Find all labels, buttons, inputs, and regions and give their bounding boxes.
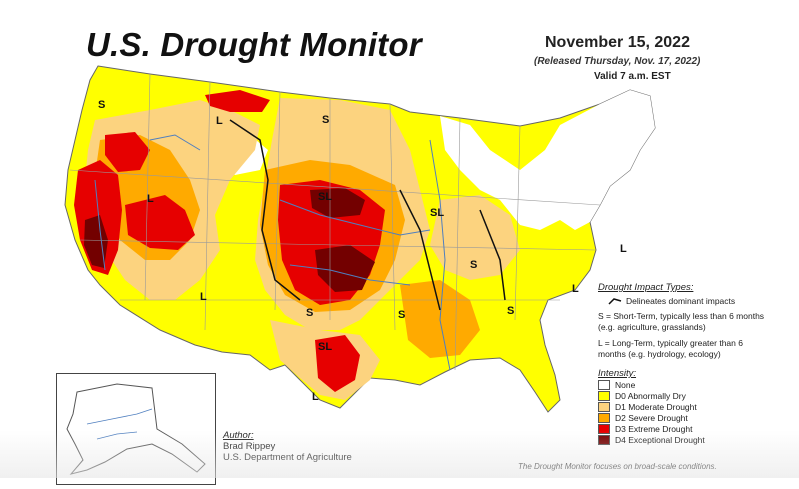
impact-label: S	[470, 259, 477, 271]
impact-label: S	[398, 309, 405, 321]
footnote: The Drought Monitor focuses on broad-sca…	[518, 462, 717, 471]
intensity-title: Intensity:	[598, 368, 637, 379]
short-term-note: S = Short-Term, typically less than 6 mo…	[598, 311, 765, 332]
swatch	[598, 412, 610, 423]
swatch	[598, 379, 610, 390]
map-title: U.S. Drought Monitor	[86, 26, 422, 63]
map-date: November 15, 2022	[545, 34, 690, 51]
alaska-map	[66, 383, 206, 475]
swatch	[598, 390, 610, 401]
impact-label: SL	[318, 341, 332, 353]
swatch	[598, 423, 610, 434]
alaska-shape	[66, 383, 206, 475]
region-d4-nebraska	[310, 188, 365, 218]
swatch	[598, 434, 610, 445]
author-name: Brad Rippey	[223, 441, 276, 452]
drought-map: S L S L SL SL S L L S S S L SL L	[64, 65, 656, 413]
impact-label: L	[147, 193, 154, 205]
impact-line-icon	[608, 298, 622, 305]
impact-label: SL	[430, 207, 444, 219]
intensity-item: D0 Abnormally Dry	[598, 390, 798, 401]
intensity-label: D4 Exceptional Drought	[615, 434, 705, 445]
impact-label: L	[572, 283, 579, 295]
region-d3-oregon	[105, 132, 150, 172]
impact-label: L	[216, 115, 223, 127]
intensity-list: None D0 Abnormally Dry D1 Moderate Droug…	[598, 379, 798, 445]
alaska-inset	[56, 373, 216, 485]
impact-label: L	[620, 243, 627, 255]
state-boundaries	[69, 73, 601, 371]
intensity-item: D1 Moderate Drought	[598, 401, 798, 412]
intensity-item: D3 Extreme Drought	[598, 423, 798, 434]
impact-label: S	[98, 99, 105, 111]
intensity-label: D0 Abnormally Dry	[615, 390, 686, 401]
intensity-item: None	[598, 379, 798, 390]
impact-label: L	[312, 391, 319, 403]
swatch	[598, 401, 610, 412]
region-d4-california	[84, 215, 108, 268]
valid-time: Valid 7 a.m. EST	[594, 71, 671, 82]
intensity-label: None	[615, 379, 636, 390]
impact-types-title: Drought Impact Types:	[598, 282, 694, 293]
author-block: Author: Brad Rippey U.S. Department of A…	[223, 430, 352, 463]
release-date: (Released Thursday, Nov. 17, 2022)	[534, 56, 701, 67]
region-d3-montana	[205, 90, 270, 112]
author-label: Author:	[223, 430, 254, 441]
impact-lines	[229, 119, 506, 311]
intensity-label: D2 Severe Drought	[615, 412, 688, 423]
impact-line-entry: Delineates dominant impacts	[608, 296, 798, 306]
intensity-item: D4 Exceptional Drought	[598, 434, 798, 445]
region-d1-southeast	[430, 195, 520, 280]
impact-label: SL	[318, 191, 332, 203]
author-org: U.S. Department of Agriculture	[223, 452, 352, 463]
intensity-label: D3 Extreme Drought	[615, 423, 693, 434]
region-d3-texas	[315, 335, 360, 392]
impact-label: S	[306, 307, 313, 319]
impact-label: S	[322, 114, 329, 126]
intensity-item: D2 Severe Drought	[598, 412, 798, 423]
impact-label: L	[200, 291, 207, 303]
intensity-label: D1 Moderate Drought	[615, 401, 697, 412]
rivers	[94, 134, 451, 371]
region-none-northeast	[440, 90, 655, 230]
legend: Drought Impact Types: Delineates dominan…	[598, 282, 798, 445]
long-term-note: L = Long-Term, typically greater than 6 …	[598, 338, 743, 359]
impact-label: S	[507, 305, 514, 317]
region-d3-nevada-utah	[125, 195, 195, 250]
impact-line-label: Delineates dominant impacts	[626, 296, 736, 306]
